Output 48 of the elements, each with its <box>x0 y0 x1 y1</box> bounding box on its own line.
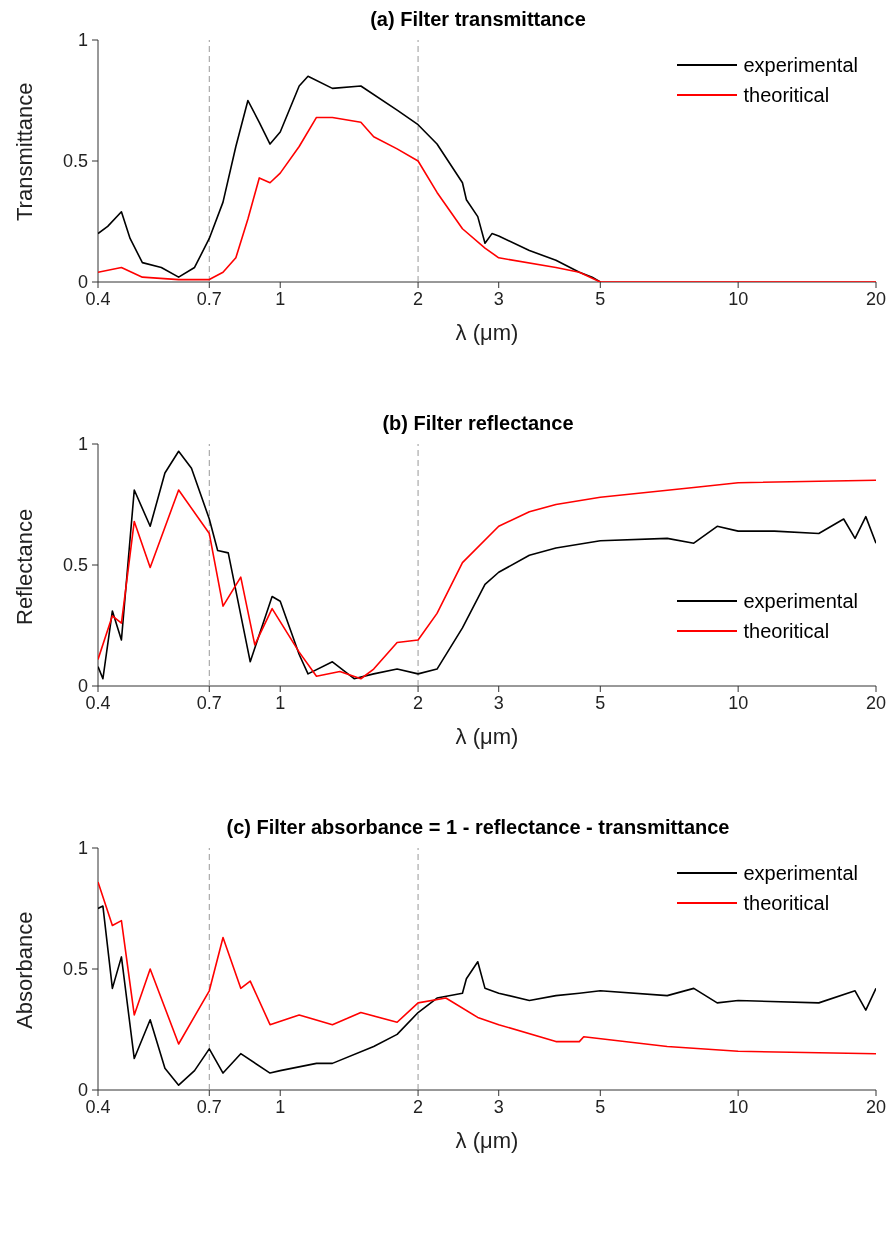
x-tick-label: 2 <box>413 692 424 713</box>
chart-title: (c) Filter absorbance = 1 - reflectance - transmittance <box>225 816 731 840</box>
y-tick-label: 1 <box>77 434 88 455</box>
x-axis-title: λ (μm) <box>455 724 519 749</box>
x-axis-title: λ (μm) <box>455 1128 519 1153</box>
x-tick-label: 10 <box>728 692 749 713</box>
x-tick-label: 3 <box>493 288 504 309</box>
x-tick-label: 0.4 <box>85 692 111 713</box>
x-tick-label: 3 <box>493 692 504 713</box>
legend-label: experimental <box>743 53 858 77</box>
x-tick-label: 0.7 <box>196 692 222 713</box>
y-tick-label: 0.5 <box>62 151 88 172</box>
x-tick-label: 3 <box>493 1096 504 1117</box>
chart-title: (a) Filter transmittance <box>369 8 587 32</box>
y-axis-title: Reflectance <box>11 508 37 625</box>
x-tick-label: 0.4 <box>85 288 111 309</box>
x-tick-label: 1 <box>275 288 286 309</box>
x-tick-label: 5 <box>595 288 606 309</box>
x-tick-label: 1 <box>275 1096 286 1117</box>
x-tick-label: 5 <box>595 692 606 713</box>
x-axis-title: λ (μm) <box>455 320 519 345</box>
x-tick-label: 5 <box>595 1096 606 1117</box>
x-tick-label: 2 <box>413 288 424 309</box>
y-tick-label: 0 <box>77 1080 88 1101</box>
legend-label: theoritical <box>743 619 830 643</box>
x-tick-label: 10 <box>728 288 749 309</box>
x-tick-label: 0.4 <box>85 1096 111 1117</box>
y-tick-label: 1 <box>77 30 88 51</box>
y-tick-label: 0 <box>77 676 88 697</box>
chart-title: (b) Filter reflectance <box>381 412 575 436</box>
y-tick-label: 0 <box>77 272 88 293</box>
legend-label: theoritical <box>743 891 830 915</box>
legend-label: experimental <box>743 861 858 885</box>
y-tick-label: 0.5 <box>62 555 88 576</box>
x-tick-label: 2 <box>413 1096 424 1117</box>
x-tick-label: 20 <box>865 1096 887 1117</box>
x-tick-label: 10 <box>728 1096 749 1117</box>
x-tick-label: 1 <box>275 692 286 713</box>
y-axis-title: Absorbance <box>11 911 37 1029</box>
x-tick-label: 0.7 <box>196 288 222 309</box>
x-tick-label: 20 <box>865 288 887 309</box>
y-tick-label: 0.5 <box>62 959 88 980</box>
legend-label: experimental <box>743 589 858 613</box>
x-tick-label: 20 <box>865 692 887 713</box>
legend-label: theoritical <box>743 83 830 107</box>
y-axis-title: Transmittance <box>11 82 37 221</box>
y-tick-label: 1 <box>77 838 88 859</box>
x-tick-label: 0.7 <box>196 1096 222 1117</box>
